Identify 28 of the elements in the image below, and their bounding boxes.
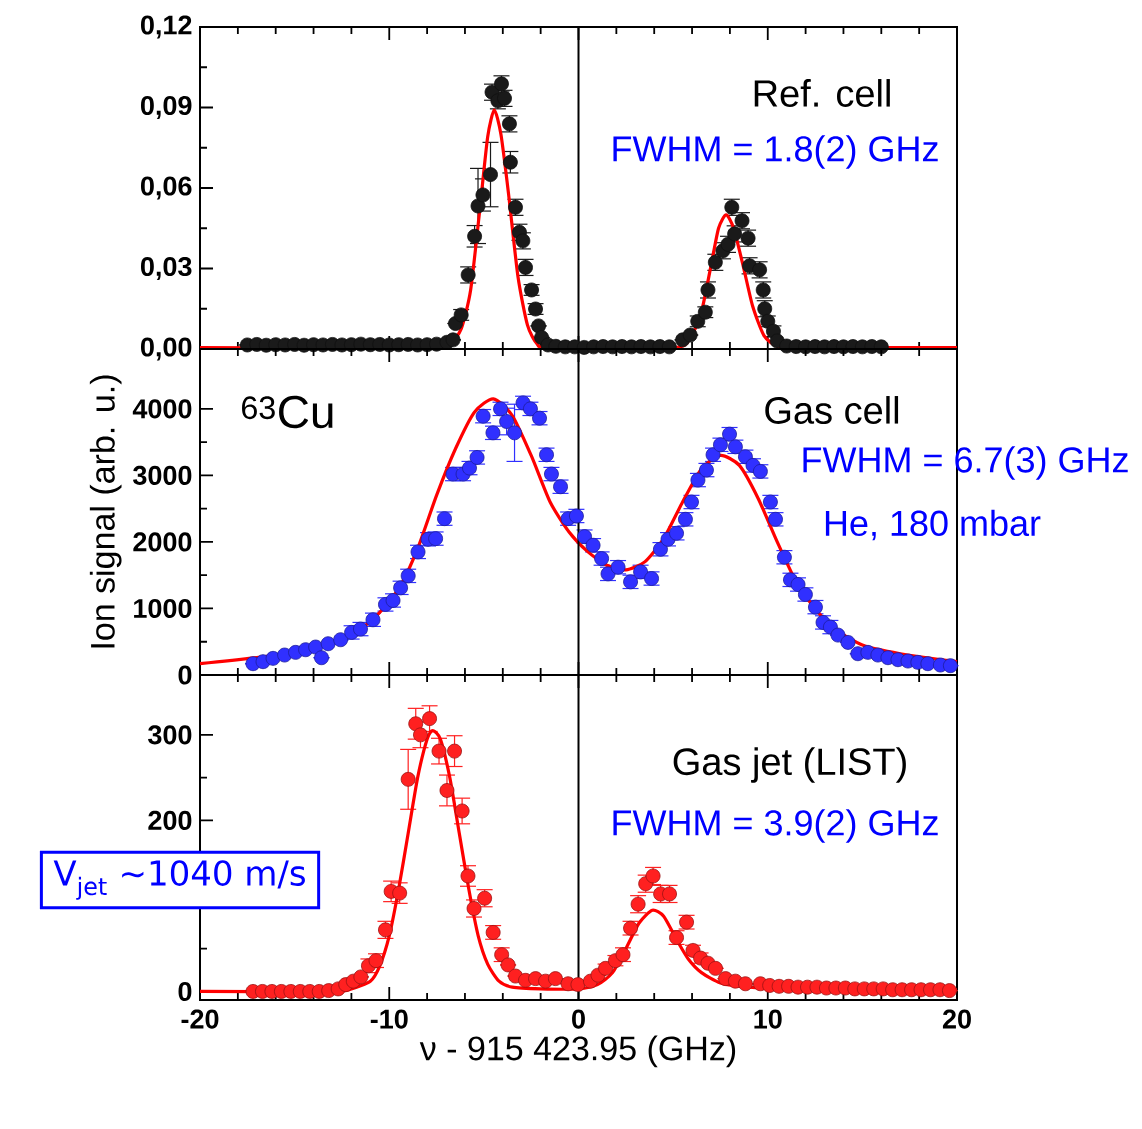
y-tick-label: 300: [148, 725, 192, 745]
y-tick-label: 4000: [132, 399, 192, 419]
x-tick-label: -20: [181, 1009, 219, 1029]
y-tick-label: 1000: [134, 598, 192, 619]
x-tick-label: -10: [370, 1009, 408, 1029]
y-tick-label: 200: [148, 810, 192, 830]
x-tick-label: 0: [572, 1009, 585, 1029]
annotation: Ref. cell: [754, 79, 890, 107]
y-tick-label: 3000: [133, 465, 192, 485]
x-axis-title: ν - 915 423.95 (GHz): [419, 1035, 736, 1068]
y-axis-title: Ion signal (arb. u.): [89, 375, 122, 648]
y-tick-label: 0,03: [140, 256, 192, 281]
y-tick-label: 2000: [133, 532, 192, 552]
y-tick-label: 0,09: [140, 95, 192, 120]
annotation: $^{63}$Cu: [242, 395, 333, 429]
x-tick-label: 20: [942, 1009, 971, 1029]
annotation: FWHM = 1.8(2) GHz: [613, 135, 938, 169]
annotation: Gas cell: [765, 396, 899, 424]
annotation: Gas jet (LIST): [673, 747, 906, 783]
annotation: FWHM = 3.9(2) GHz: [613, 809, 938, 843]
y-tick-label: 0,00: [140, 337, 192, 361]
y-tick-label: 0,06: [140, 176, 192, 200]
y-tick-label: 0,12: [140, 15, 192, 39]
y-tick-label: 0: [178, 981, 192, 1002]
annotation: He, 180 mbar: [825, 509, 1041, 541]
y-tick-label: 0: [178, 665, 192, 685]
annotation: V$_{jet}$ ~1040 m/s: [53, 860, 305, 900]
x-tick-label: 10: [754, 1009, 782, 1029]
